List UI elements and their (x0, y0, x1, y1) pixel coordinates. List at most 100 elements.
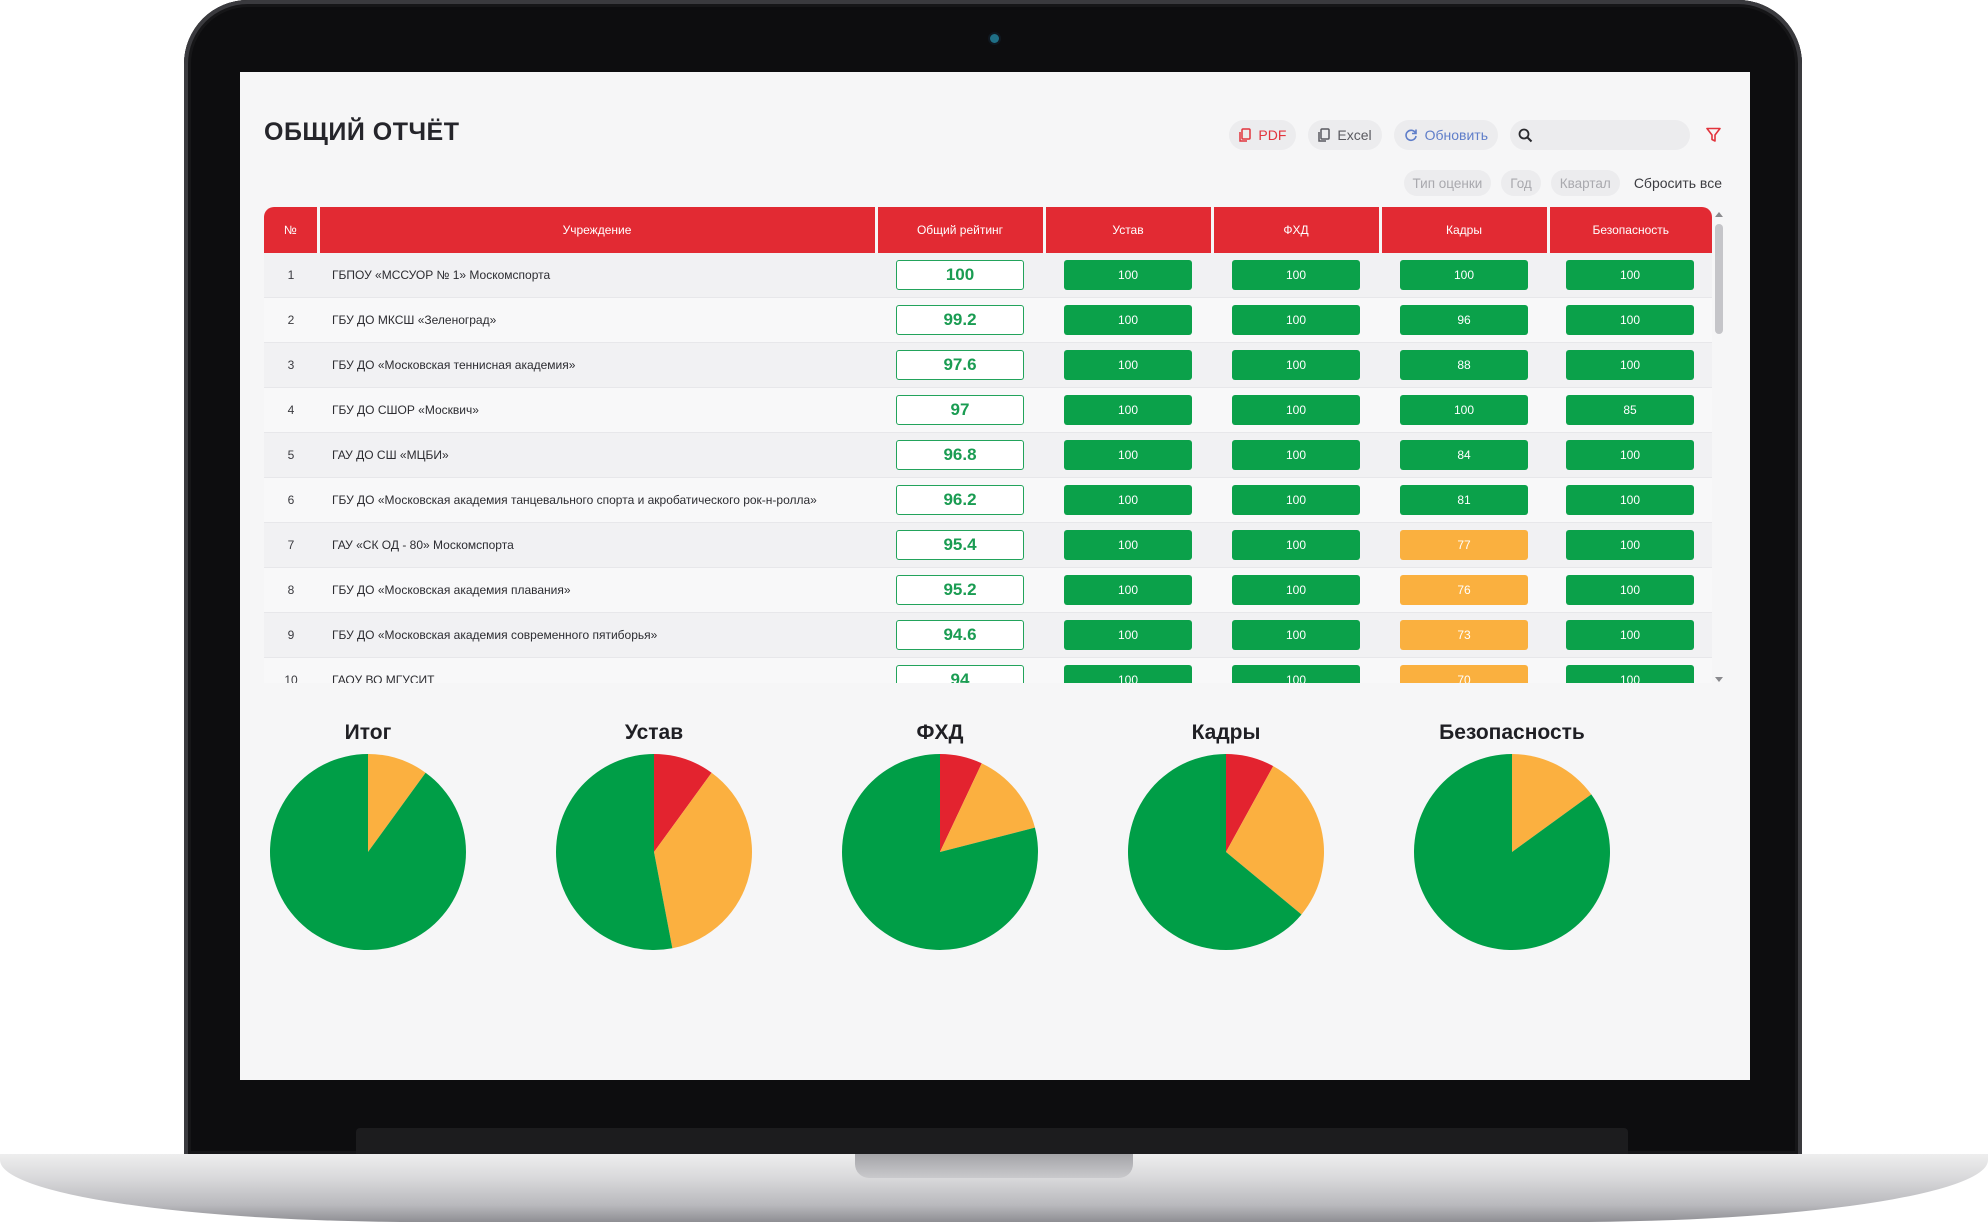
pie-slice[interactable] (270, 754, 466, 950)
bezopasnost-score-badge: 85 (1566, 395, 1694, 425)
bezopasnost-score-badge: 100 (1566, 575, 1694, 605)
table-row[interactable]: 2 ГБУ ДО МКСШ «Зеленоград» 99.2 100 100 96 100 (264, 297, 1712, 343)
camera-icon (990, 34, 999, 43)
page-title: ОБЩИЙ ОТЧЁТ (264, 118, 460, 146)
ustav-score-badge: 100 (1064, 575, 1192, 605)
fhd-score-badge: 100 (1232, 665, 1360, 683)
excel-export-button[interactable]: Excel (1308, 120, 1382, 150)
table-row[interactable]: 3 ГБУ ДО «Московская теннисная академия» 9… (264, 342, 1712, 388)
scrollbar-thumb[interactable] (1715, 224, 1723, 334)
ustav-score-badge: 100 (1064, 530, 1192, 560)
laptop-notch (855, 1154, 1133, 1178)
kadry-score-badge: 96 (1400, 305, 1528, 335)
table-row[interactable]: 7 ГАУ «СК ОД - 80» Москомспорта 95.4 100 100… (264, 522, 1712, 568)
pie-chart-svg (1128, 754, 1324, 950)
table-row[interactable]: 4 ГБУ ДО СШОР «Москвич» 97 100 100 100 85 (264, 387, 1712, 433)
table-row[interactable]: 5 ГАУ ДО СШ «МЦБИ» 96.8 100 100 84 100 (264, 432, 1712, 478)
filter-chip-quarter[interactable]: Квартал (1550, 170, 1620, 196)
table-row[interactable]: 9 ГБУ ДО «Московская академия современног… (264, 612, 1712, 658)
row-number: 3 (264, 342, 318, 388)
ustav-score-badge: 100 (1064, 350, 1192, 380)
overall-rating-badge: 95.4 (896, 530, 1024, 560)
pie-chart: Итог (253, 718, 483, 952)
table-row[interactable]: 8 ГБУ ДО «Московская академия плавания» 95… (264, 567, 1712, 613)
pie-slice[interactable] (1226, 766, 1324, 915)
refresh-button[interactable]: Обновить (1393, 120, 1498, 150)
column-header-kadry[interactable]: Кадры (1378, 207, 1548, 253)
column-header-fhd[interactable]: ФХД (1210, 207, 1380, 253)
filter-chip-year[interactable]: Год (1501, 170, 1541, 196)
institution-name: ГАУ «СК ОД - 80» Москомспорта (318, 522, 876, 568)
pie-chart-svg (1414, 754, 1610, 950)
table-row[interactable]: 6 ГБУ ДО «Московская академия танцевально… (264, 477, 1712, 523)
column-header-bezopasnost[interactable]: Безопасность (1546, 207, 1712, 253)
pie-slice[interactable] (1226, 754, 1274, 852)
column-header-rating[interactable]: Общий рейтинг (874, 207, 1044, 253)
toolbar: PDF Excel Обновить (1229, 120, 1724, 150)
pie-slice[interactable] (842, 754, 1038, 950)
column-header-ustav[interactable]: Устав (1042, 207, 1212, 253)
pie-slice[interactable] (654, 772, 752, 949)
fhd-score-badge: 100 (1232, 260, 1360, 290)
pie-slice[interactable] (940, 754, 982, 852)
pie-chart: ФХД (825, 718, 1055, 952)
row-number: 10 (264, 657, 318, 683)
scroll-up-arrow-icon[interactable] (1715, 212, 1723, 217)
pie-slice[interactable] (1128, 754, 1302, 950)
fhd-score-badge: 100 (1232, 350, 1360, 380)
pie-charts-row: Итог Устав ФХД Кадры Безопасность (240, 718, 1750, 968)
pdf-label: PDF (1258, 127, 1287, 143)
institution-name: ГБПОУ «МССУОР № 1» Москомспорта (318, 253, 876, 298)
excel-label: Excel (1337, 127, 1372, 143)
overall-rating-badge: 97.6 (896, 350, 1024, 380)
pie-chart: Безопасность (1397, 718, 1627, 952)
pie-slice[interactable] (1414, 754, 1610, 950)
row-number: 8 (264, 567, 318, 613)
row-number: 6 (264, 477, 318, 523)
table-scrollbar[interactable] (1714, 212, 1724, 682)
institution-name: ГБУ ДО «Московская академия современного… (318, 612, 876, 658)
table-header-row: № Учреждение Общий рейтинг Устав ФХД Кад… (264, 207, 1712, 253)
pie-slice[interactable] (1512, 754, 1592, 852)
column-header-number[interactable]: № (264, 207, 318, 253)
fhd-score-badge: 100 (1232, 440, 1360, 470)
ustav-score-badge: 100 (1064, 620, 1192, 650)
filter-icon[interactable] (1702, 124, 1724, 146)
table-row[interactable]: 10 ГАОУ ВО МГУСИТ 94 100 100 70 100 (264, 657, 1712, 683)
column-header-institution[interactable]: Учреждение (316, 207, 876, 253)
search-box[interactable] (1510, 120, 1690, 150)
bezopasnost-score-badge: 100 (1566, 305, 1694, 335)
filter-chip-type[interactable]: Тип оценки (1403, 170, 1492, 196)
fhd-score-badge: 100 (1232, 620, 1360, 650)
pie-slice[interactable] (654, 754, 712, 852)
bezopasnost-score-badge: 100 (1566, 665, 1694, 683)
bezopasnost-score-badge: 100 (1566, 530, 1694, 560)
kadry-score-badge: 70 (1400, 665, 1528, 683)
kadry-score-badge: 100 (1400, 395, 1528, 425)
overall-rating-badge: 100 (896, 260, 1024, 290)
pie-slice[interactable] (555, 754, 673, 950)
scroll-down-arrow-icon[interactable] (1715, 677, 1723, 682)
overall-rating-badge: 96.2 (896, 485, 1024, 515)
fhd-score-badge: 100 (1232, 305, 1360, 335)
kadry-score-badge: 77 (1400, 530, 1528, 560)
pie-chart-svg (555, 754, 752, 950)
pdf-export-button[interactable]: PDF (1229, 120, 1297, 150)
institution-name: ГБУ ДО «Московская академия плавания» (318, 567, 876, 613)
fhd-score-badge: 100 (1232, 395, 1360, 425)
institution-name: ГАОУ ВО МГУСИТ (318, 657, 876, 683)
document-icon (1239, 128, 1252, 142)
pie-chart-svg (842, 754, 1038, 950)
reset-filters-button[interactable]: Сбросить все (1633, 175, 1722, 191)
pie-slice[interactable] (368, 754, 426, 852)
pie-slice[interactable] (940, 763, 1035, 852)
ustav-score-badge: 100 (1064, 395, 1192, 425)
search-input[interactable] (1539, 126, 1683, 144)
kadry-score-badge: 81 (1400, 485, 1528, 515)
table-row[interactable]: 1 ГБПОУ «МССУОР № 1» Москомспорта 100 100 10… (264, 253, 1712, 298)
overall-rating-badge: 95.2 (896, 575, 1024, 605)
row-number: 1 (264, 253, 318, 298)
row-number: 2 (264, 297, 318, 343)
bezopasnost-score-badge: 100 (1566, 620, 1694, 650)
pie-chart-title: Итог (344, 721, 392, 744)
